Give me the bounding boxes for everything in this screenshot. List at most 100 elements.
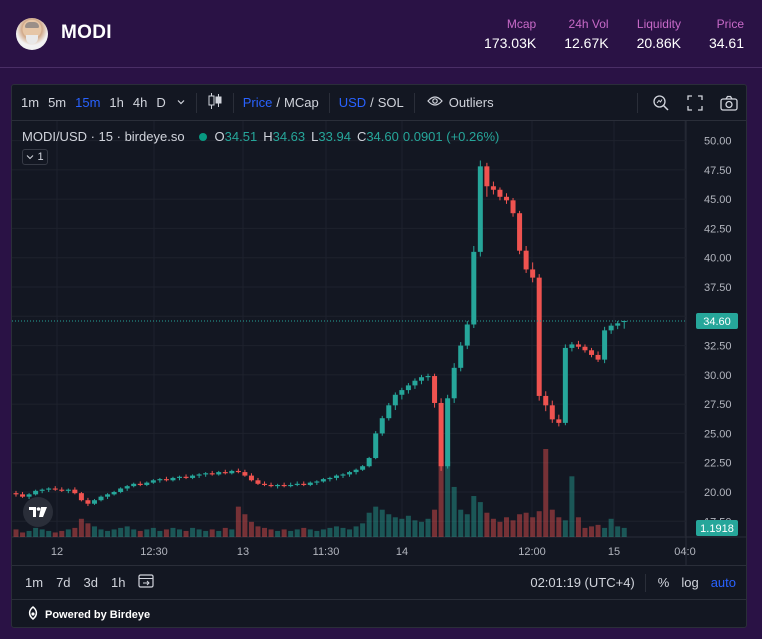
mcap-toggle[interactable]: MCap — [284, 95, 319, 110]
candle-body — [124, 486, 130, 489]
y-tick-label: 40.00 — [704, 253, 732, 265]
candle-body — [157, 479, 163, 481]
date-range-icon[interactable] — [137, 573, 155, 592]
candle-body — [320, 479, 326, 482]
candle-body — [569, 344, 575, 348]
volume-bar — [405, 515, 411, 537]
candle-body — [13, 493, 19, 495]
legend-o-label: O — [214, 129, 225, 144]
y-tick-label: 50.00 — [704, 136, 732, 148]
volume-bar — [562, 520, 568, 537]
candle-body — [314, 481, 320, 483]
log-toggle[interactable]: log — [681, 575, 699, 590]
volume-bar — [262, 527, 268, 537]
volume-bar — [177, 529, 182, 537]
volume-bar — [477, 502, 483, 537]
outliers-button[interactable]: Outliers — [448, 95, 494, 110]
interval-5m[interactable]: 5m — [48, 95, 67, 110]
volume-bar — [26, 530, 32, 537]
range-7d[interactable]: 7d — [56, 574, 71, 590]
interval-1m[interactable]: 1m — [21, 95, 40, 110]
candle-body — [288, 484, 294, 487]
volume-bar — [471, 496, 477, 537]
camera-icon[interactable] — [712, 85, 746, 121]
volume-bar — [549, 509, 555, 537]
candle-body — [144, 482, 150, 485]
candle-body — [275, 484, 281, 487]
candle-body — [98, 496, 104, 501]
candle-body — [451, 367, 457, 399]
volume-bar — [615, 526, 621, 537]
candle-body — [490, 186, 496, 190]
usd-toggle[interactable]: USD — [338, 95, 367, 110]
volume-bar — [589, 526, 595, 537]
volume-bar — [451, 486, 457, 537]
volume-bar — [543, 449, 549, 537]
volume-bar — [59, 530, 65, 537]
toolbar-divider — [232, 92, 234, 113]
volume-bar — [497, 521, 503, 537]
percent-toggle[interactable]: % — [657, 575, 670, 590]
volume-bar — [360, 523, 366, 537]
stat-value: 34.61 — [708, 35, 744, 51]
volume-bar — [255, 526, 261, 537]
interval-d[interactable]: D — [156, 95, 166, 110]
tradingview-logo-icon[interactable] — [23, 497, 53, 527]
interval-4h[interactable]: 4h — [132, 95, 148, 110]
candle-body — [510, 200, 516, 214]
chart-bottombar: 1m 7d 3d 1h 02:01:19 (UTC+4) % log auto — [12, 565, 746, 598]
candle-body — [301, 483, 307, 485]
candle-body — [307, 482, 313, 485]
volume-bar — [366, 512, 372, 537]
range-1h[interactable]: 1h — [111, 574, 126, 590]
market-status-dot — [198, 132, 207, 141]
volume-bar — [183, 530, 189, 537]
volume-bar — [314, 530, 320, 537]
sol-toggle[interactable]: SOL — [377, 95, 404, 110]
volume-bar — [111, 529, 117, 537]
eye-icon[interactable] — [426, 95, 443, 110]
candle-body — [235, 470, 241, 473]
candle-body — [177, 476, 182, 478]
x-tick-label: 11:30 — [313, 546, 340, 558]
volume-bar — [484, 512, 490, 537]
candles-icon[interactable] — [207, 92, 223, 113]
legend-h-label: H — [263, 129, 273, 144]
candle-body — [190, 475, 196, 478]
range-3d[interactable]: 3d — [83, 574, 98, 590]
clock-time[interactable]: 02:01:19 (UTC+4) — [530, 575, 635, 590]
candle-body — [196, 474, 202, 476]
candle-body — [575, 344, 581, 347]
volume-bar — [216, 530, 222, 537]
volume-bar — [582, 527, 588, 537]
auto-toggle[interactable]: auto — [710, 575, 736, 590]
candle-body — [248, 475, 254, 481]
y-tick-label: 32.50 — [704, 341, 732, 353]
candle-body — [399, 390, 405, 395]
candle-body — [163, 479, 169, 481]
candle-body — [281, 484, 287, 487]
volume-bar — [78, 518, 84, 537]
chevron-down-icon[interactable] — [176, 95, 186, 110]
fullscreen-icon[interactable] — [678, 85, 712, 121]
price-toggle[interactable]: Price — [242, 95, 273, 110]
interval-1h[interactable]: 1h — [109, 95, 124, 110]
candlestick-chart[interactable]: 50.0047.5045.0042.5040.0037.5035.0032.50… — [12, 121, 747, 565]
candle-body — [216, 472, 222, 475]
legend-close: 34.60 — [366, 129, 399, 144]
volume-bar — [490, 518, 496, 537]
chart-panel: 1m 5m 15m 1h 4h D Price / MCap USD / SOL… — [11, 84, 747, 628]
candle-body — [105, 494, 111, 497]
zoom-icon[interactable] — [644, 85, 678, 121]
legend-collapse-button[interactable]: 1 — [22, 149, 48, 165]
range-1m[interactable]: 1m — [25, 574, 44, 590]
x-tick-label: 04:0 — [674, 546, 695, 558]
candle-body — [621, 320, 627, 323]
candle-body — [46, 488, 52, 490]
volume-bar — [608, 518, 614, 537]
interval-15m[interactable]: 15m — [75, 95, 101, 110]
volume-bar — [425, 518, 431, 537]
stat-label: Price — [716, 17, 744, 31]
candle-body — [78, 493, 84, 501]
volume-bar — [294, 529, 300, 537]
